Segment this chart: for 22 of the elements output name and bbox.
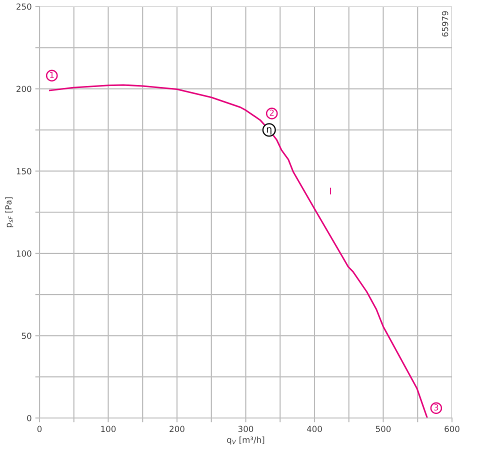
x-tick-label: 200 <box>170 426 184 432</box>
text: I <box>330 188 331 194</box>
x-tick-label: 600 <box>444 426 460 432</box>
annotation: 1 <box>50 72 54 78</box>
y-tick-label: 150 <box>16 168 32 174</box>
y-axis-title: p$_{sF}$ [Pa] <box>5 197 14 228</box>
x-tick-label: 500 <box>376 426 391 432</box>
annotation: 65979 <box>442 11 448 37</box>
x-tick-label: 300 <box>238 426 254 432</box>
x-axis-title: q$_{V}$ [m³/h] <box>227 436 264 445</box>
y-tick-label: 0 <box>27 414 32 422</box>
annotation: 3 <box>434 404 438 411</box>
y-tick-label: 50 <box>22 332 32 339</box>
x-tick-label: 100 <box>101 426 116 432</box>
y-tick-label: 250 <box>16 3 32 10</box>
annotation: η <box>266 127 272 135</box>
x-tick-label: 0 <box>37 426 42 432</box>
y-tick-label: 200 <box>16 86 32 92</box>
y-tick-label: 100 <box>16 250 32 257</box>
x-tick-label: 400 <box>306 426 322 432</box>
line-series <box>49 84 428 418</box>
annotation: 2 <box>270 110 274 116</box>
